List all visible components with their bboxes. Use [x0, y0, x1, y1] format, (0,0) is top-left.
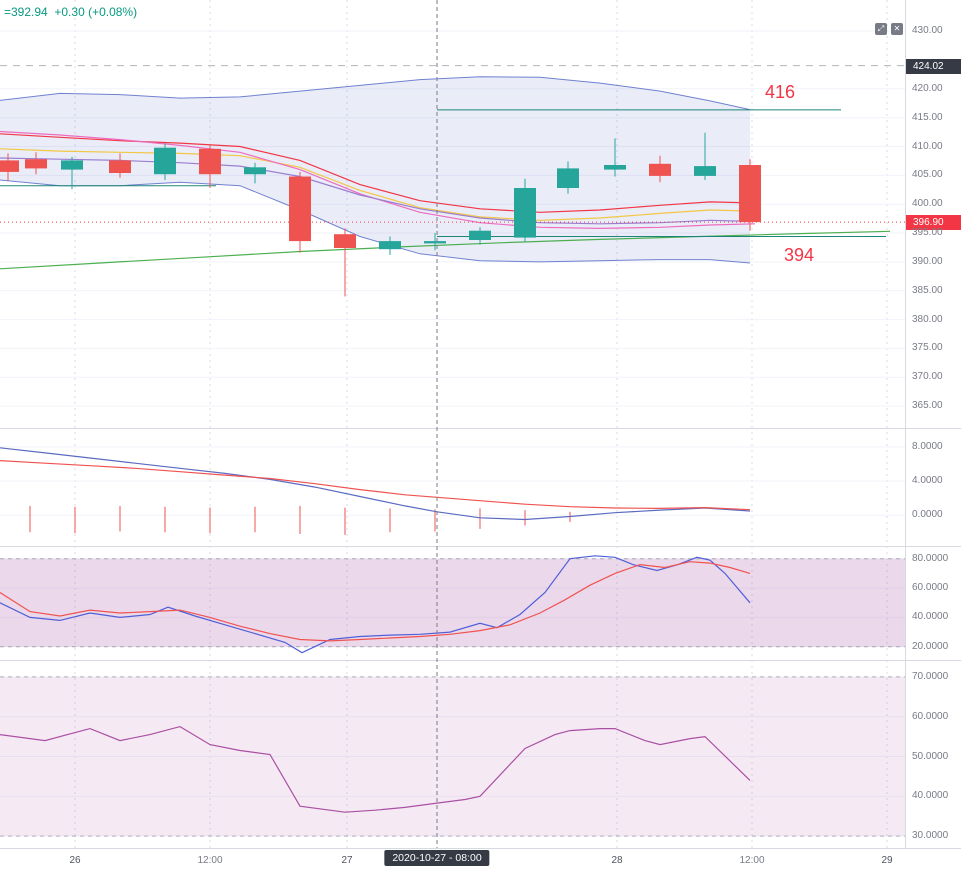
- axis-label: 4.0000: [912, 475, 943, 487]
- axis-label: 390.00: [912, 255, 943, 267]
- axis-label: 50.0000: [912, 750, 949, 762]
- time-axis-label: 12:00: [739, 855, 765, 866]
- candle-body: [244, 167, 266, 175]
- ma-green-long: [0, 230, 891, 270]
- candle-body: [379, 241, 401, 250]
- axis-label: 365.00: [912, 400, 943, 412]
- level-label-416: 416: [765, 81, 796, 102]
- axis-label: 30.0000: [912, 830, 949, 842]
- axis-label: 60.0000: [912, 710, 949, 722]
- axis-label: 400.00: [912, 198, 943, 210]
- bollinger-upper-line: [0, 76, 751, 111]
- axis-label: 0.0000: [912, 509, 943, 521]
- axis-label: 40.0000: [912, 611, 949, 623]
- candle-body: [25, 159, 47, 169]
- candle-body: [514, 188, 536, 238]
- candle-body: [61, 160, 83, 170]
- indicator-band-fill: [0, 558, 905, 647]
- axis-label: 40.0000: [912, 790, 949, 802]
- ma-pink: [0, 130, 756, 230]
- signal-line: [0, 460, 751, 511]
- candle-body: [0, 160, 19, 172]
- pane-maximize-button[interactable]: ⤢: [875, 23, 887, 35]
- candle-body: [334, 234, 356, 248]
- axis-label: 80.0000: [912, 552, 949, 564]
- time-axis-label: 28: [611, 855, 623, 866]
- axis-badge-high-price: 424.02: [906, 58, 961, 74]
- candle-body: [424, 241, 446, 244]
- axis-label: 375.00: [912, 342, 943, 354]
- bollinger-band-fill: [0, 76, 750, 263]
- legend-price-change: =392.94 +0.30 (+0.08%): [4, 5, 138, 19]
- axis-label: 20.0000: [912, 640, 949, 652]
- axis-badge-last-price: 396.90: [906, 215, 961, 231]
- pane-controls: ⤢ ✕: [875, 23, 903, 35]
- candle-body: [604, 165, 626, 170]
- time-axis-label: 27: [341, 855, 353, 866]
- stoch-d-line: [0, 561, 751, 642]
- price-axis[interactable]: 430.00 420.00 415.00 410.00 405.00 400.00 395.…: [905, 0, 961, 848]
- candle-body: [154, 147, 176, 175]
- axis-label: 395.00: [912, 227, 943, 238]
- candle-body: [649, 163, 671, 176]
- axis-label: 380.00: [912, 313, 943, 325]
- stoch-k-line: [0, 555, 751, 654]
- rsi-line: [0, 725, 751, 813]
- close-icon: ✕: [893, 24, 901, 33]
- macd-line: [0, 447, 751, 521]
- time-axis-label: 29: [881, 855, 893, 866]
- axis-label: 420.00: [912, 82, 943, 94]
- candle-body: [557, 168, 579, 188]
- candle-body: [694, 166, 716, 176]
- axis-label: 70.0000: [912, 670, 949, 682]
- time-axis-label: 12:00: [197, 855, 223, 866]
- axis-label: 405.00: [912, 169, 943, 181]
- time-axis-label: 26: [69, 855, 81, 866]
- axis-label: 415.00: [912, 111, 943, 123]
- crosshair-time-tooltip: 2020-10-27 - 08:00: [384, 850, 490, 866]
- maximize-icon: ⤢: [877, 24, 885, 33]
- axis-label: 8.0000: [912, 440, 943, 452]
- axis-label: 410.00: [912, 140, 943, 152]
- indicator-band-fill: [0, 676, 905, 837]
- axis-label: 60.0000: [912, 582, 949, 594]
- ma-yellow: [0, 148, 756, 221]
- candle-body: [109, 160, 131, 173]
- axis-label: 430.00: [912, 25, 943, 37]
- pane-close-button[interactable]: ✕: [891, 23, 903, 35]
- candle-body: [289, 176, 311, 242]
- axis-label: 385.00: [912, 284, 943, 296]
- candle-body: [199, 148, 221, 175]
- axis-label: 370.00: [912, 371, 943, 383]
- candle-body: [469, 230, 491, 240]
- candle-body: [739, 165, 761, 223]
- level-label-394: 394: [784, 244, 815, 265]
